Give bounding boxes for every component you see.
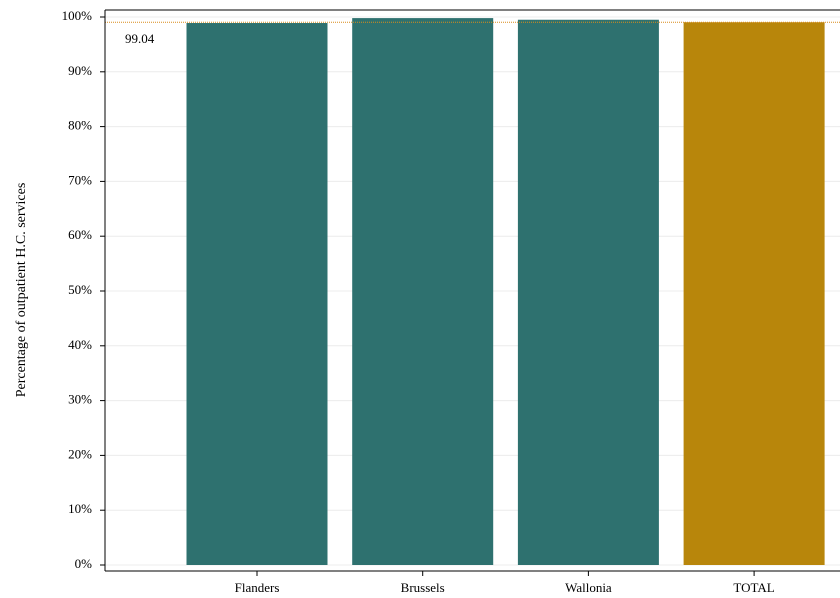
y-tick-label: 20% [68,446,92,461]
y-tick-label: 70% [68,172,92,187]
x-tick-label: Flanders [235,580,280,595]
y-tick-label: 90% [68,63,92,78]
x-tick-label: Brussels [401,580,445,595]
bar [683,22,825,565]
y-tick-label: 100% [62,8,93,23]
bar [517,19,659,566]
y-tick-label: 30% [68,392,92,407]
bar [186,23,328,565]
y-tick-label: 50% [68,282,92,297]
y-axis-label: Percentage of outpatient H.C. services [14,183,29,398]
x-tick-label: TOTAL [733,580,774,595]
y-tick-label: 0% [75,556,93,571]
y-tick-label: 10% [68,501,92,516]
bar [352,18,494,565]
y-tick-label: 60% [68,227,92,242]
x-tick-label: Wallonia [565,580,612,595]
y-tick-label: 80% [68,118,92,133]
reference-label: 99.04 [125,31,155,46]
y-tick-label: 40% [68,337,92,352]
